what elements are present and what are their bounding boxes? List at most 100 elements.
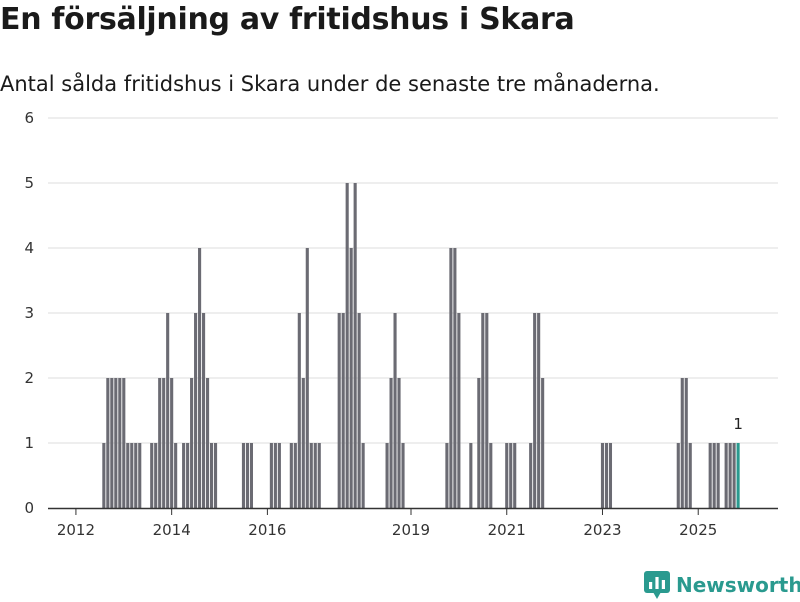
bar [202, 313, 206, 508]
bar [341, 313, 345, 508]
bar [513, 443, 517, 508]
bar [162, 378, 166, 508]
x-tick-label: 2012 [57, 521, 95, 539]
bar [529, 443, 533, 508]
bar [269, 443, 273, 508]
bar [457, 313, 461, 508]
bar [209, 443, 214, 508]
y-tick-label: 6 [24, 109, 34, 127]
x-tick-label: 2016 [248, 521, 286, 539]
bar [477, 378, 481, 508]
bar [313, 443, 317, 508]
bar [293, 443, 297, 508]
bar [357, 313, 361, 508]
bar [249, 443, 253, 508]
brand-name: Newsworthy [676, 573, 800, 597]
bar [604, 443, 609, 508]
bar [110, 378, 114, 508]
bar [106, 378, 110, 508]
bar [389, 378, 393, 508]
bar [154, 443, 158, 508]
x-tick-label: 2021 [488, 521, 526, 539]
x-axis: 2012 2014 2016 2019 2021 2023 2025 [48, 507, 778, 539]
newsworthy-logo: Newsworthy [644, 568, 800, 602]
bar [301, 378, 305, 508]
bar [349, 248, 353, 508]
bar [297, 313, 301, 508]
bar [385, 443, 389, 508]
bar [122, 378, 126, 508]
bar [509, 443, 513, 508]
bar [600, 443, 605, 508]
bar [198, 248, 202, 508]
bar [684, 378, 688, 508]
bar [174, 443, 178, 508]
x-tick-label: 2023 [583, 521, 621, 539]
bar [309, 443, 313, 508]
y-tick-label: 5 [24, 174, 34, 192]
y-axis-labels: 0 1 2 3 4 5 6 [24, 109, 34, 517]
bar [190, 378, 194, 508]
x-tick-label: 2019 [392, 521, 430, 539]
bar [393, 313, 397, 508]
bar [134, 443, 138, 508]
bar [688, 443, 692, 508]
bar [608, 443, 613, 508]
bar-chart-icon [644, 571, 670, 599]
y-tick-label: 4 [24, 239, 34, 257]
bar [724, 443, 728, 508]
bar [505, 443, 509, 508]
gridlines [48, 117, 778, 444]
bar-latest [736, 443, 740, 508]
bar [453, 248, 457, 508]
bar [401, 443, 405, 508]
chart-title: En försäljning av fritidshus i Skara [0, 2, 575, 37]
bar [712, 443, 716, 508]
bar [337, 313, 341, 508]
y-tick-label: 2 [24, 369, 34, 387]
bar [166, 313, 170, 508]
bar [289, 443, 293, 508]
bar [170, 378, 174, 508]
bar [277, 443, 281, 508]
bar [489, 443, 493, 508]
bar [728, 443, 732, 508]
y-tick-label: 0 [24, 499, 34, 517]
bar [317, 443, 321, 508]
bar [213, 443, 218, 508]
x-tick-label: 2025 [679, 521, 717, 539]
bar [158, 378, 162, 508]
data-label-latest: 1 [733, 415, 743, 433]
bar [102, 443, 106, 508]
bar [397, 378, 401, 508]
bar [241, 443, 246, 508]
bar [680, 378, 684, 508]
bar [130, 443, 134, 508]
bar [676, 443, 680, 508]
bar [732, 443, 736, 508]
bar [186, 443, 190, 508]
bar [305, 248, 309, 508]
y-tick-label: 3 [24, 304, 34, 322]
bar [345, 183, 349, 508]
bar [533, 313, 537, 508]
bar [445, 443, 449, 508]
bars [102, 183, 740, 508]
bar [206, 378, 210, 508]
annotations: 1 [733, 415, 743, 433]
bar [245, 443, 250, 508]
bar [138, 443, 142, 508]
bar [361, 443, 365, 508]
x-tick-label: 2014 [153, 521, 191, 539]
bar [485, 313, 489, 508]
bar [541, 378, 545, 508]
bar [716, 443, 720, 508]
y-tick-label: 1 [24, 434, 34, 452]
bar [118, 378, 122, 508]
bar [537, 313, 541, 508]
bar [114, 378, 118, 508]
bar [353, 183, 357, 508]
bar [194, 313, 198, 508]
bar [449, 248, 453, 508]
